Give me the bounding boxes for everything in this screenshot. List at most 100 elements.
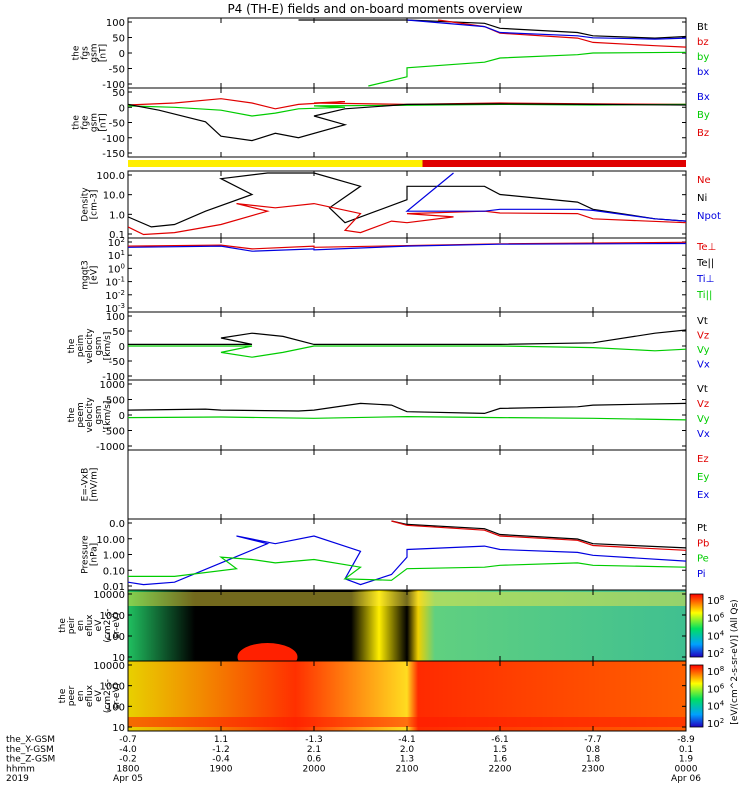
peim_velocity-panel: 100 50 0 -50 -100 the peim velocity gsm [km/s] Vt V… bbox=[67, 311, 710, 383]
y-tick-label: 0.0 bbox=[109, 519, 125, 530]
y-axis-label: (cm2-s- bbox=[103, 608, 113, 642]
y-tick-label: 0.01 bbox=[103, 582, 125, 593]
footer-value: -7.7 bbox=[584, 735, 602, 745]
series-line-pe bbox=[128, 556, 686, 581]
y-axis-label: sr-eV) bbox=[112, 612, 122, 638]
legend-entry: Npot bbox=[697, 211, 721, 222]
y-axis-label: peem bbox=[76, 402, 86, 428]
footer-row-label: the_Y-GSM bbox=[6, 745, 54, 755]
y-axis-label: the bbox=[72, 115, 82, 130]
y-axis-label: eV bbox=[94, 619, 104, 632]
footer-row-label: the_Z-GSM bbox=[6, 755, 55, 765]
y-tick-label: 1000 bbox=[100, 611, 125, 622]
footer-value: 0.8 bbox=[586, 745, 601, 755]
series-line-vt bbox=[128, 402, 686, 415]
y-tick-label: -50 bbox=[109, 65, 125, 76]
y-axis-label: [nT] bbox=[99, 113, 109, 131]
y-axis-label: E=-VxB bbox=[81, 468, 91, 502]
footer-value: 2200 bbox=[489, 764, 512, 774]
footer-value: 1.6 bbox=[493, 755, 508, 765]
y-axis-label: fge bbox=[81, 115, 91, 130]
y-tick-label: 1.00 bbox=[103, 551, 125, 562]
y-axis-label: the bbox=[67, 338, 77, 353]
footer-value: Apr 05 bbox=[113, 774, 143, 784]
efield-panel: E=-VxB [mV/m] Ez Ey Ex bbox=[81, 449, 709, 520]
y-tick-label: 100 bbox=[108, 262, 125, 275]
y-tick-label: 50 bbox=[112, 327, 125, 338]
peir-high-energy-band bbox=[128, 592, 686, 606]
legend-entry: Vy bbox=[697, 414, 710, 425]
legend-entry: Te|| bbox=[696, 258, 714, 269]
series-line-bt bbox=[298, 19, 686, 39]
y-axis-label: the bbox=[67, 407, 77, 422]
footer-value: 2.0 bbox=[400, 745, 415, 755]
peer-low-energy-band bbox=[128, 717, 686, 727]
y-axis-label: velocity bbox=[85, 328, 95, 364]
y-tick-label: 0.10 bbox=[103, 566, 125, 577]
footer-value: 1900 bbox=[210, 764, 233, 774]
footer-value: -0.2 bbox=[119, 755, 137, 765]
series-line-pt bbox=[391, 520, 686, 549]
colorbar-tick-label: 108 bbox=[707, 665, 724, 678]
legend-entry: Ti|| bbox=[696, 290, 712, 301]
legend-entry: Ey bbox=[697, 472, 709, 483]
footer-row-label: hhmm bbox=[6, 764, 35, 774]
footer-row-label: the_X-GSM bbox=[6, 735, 55, 745]
series-line-by bbox=[368, 51, 686, 87]
y-axis-label: en bbox=[76, 690, 86, 701]
y-axis-label: [km/s] bbox=[103, 332, 113, 361]
legend-entry: Vt bbox=[697, 384, 708, 395]
peir_spectrogram-panel: 108 106 104 102 10000 1000 100 10 the peir en eflux… bbox=[58, 589, 725, 671]
series-line-vt bbox=[128, 329, 686, 345]
fge-panel: 50 0 -50 -100 -150 the fge gsm [nT] Bx By Bz bbox=[72, 87, 710, 160]
y-axis-label: peir bbox=[67, 616, 77, 634]
colorbar-tick-label: 104 bbox=[707, 700, 725, 713]
colorbar-tick-label: 102 bbox=[707, 647, 724, 660]
y-axis-label: [nT] bbox=[99, 44, 109, 62]
legend-entry: Vx bbox=[697, 360, 710, 371]
colorbar bbox=[689, 593, 704, 658]
y-tick-label: 1.0 bbox=[109, 210, 125, 221]
footer-value: 0.1 bbox=[679, 745, 693, 755]
y-axis-label: en bbox=[76, 620, 86, 631]
density-frame bbox=[127, 170, 687, 239]
legend-entry: Vx bbox=[697, 429, 710, 440]
peem_velocity-panel: 1000 500 0 -500 -1000 the peem velocity gsm [km/s… bbox=[67, 379, 710, 453]
y-tick-label: 10.0 bbox=[103, 191, 125, 202]
temperature-frame bbox=[127, 237, 687, 313]
colorbar-tick-label: 106 bbox=[707, 612, 725, 625]
legend-entry: Ne bbox=[697, 175, 711, 186]
y-tick-label: -100 bbox=[102, 372, 125, 383]
title: P4 (TH-E) fields and on-board moments ov… bbox=[227, 2, 523, 16]
y-axis-label: peer bbox=[67, 685, 77, 706]
series-line-by bbox=[128, 103, 686, 117]
y-tick-label: 0 bbox=[119, 49, 125, 60]
footer-value: -6.1 bbox=[491, 735, 509, 745]
y-tick-label: 10 bbox=[112, 723, 125, 734]
legend-entry: Pb bbox=[697, 538, 709, 549]
footer-value: 2100 bbox=[396, 764, 419, 774]
legend-entry: Te⊥ bbox=[696, 242, 716, 253]
colorbar-tick-label: 104 bbox=[707, 629, 725, 642]
legend-entry: By bbox=[697, 110, 710, 121]
legend-entry: Bz bbox=[697, 128, 709, 139]
footer-value: 2000 bbox=[303, 764, 326, 774]
y-tick-label: 100 bbox=[106, 702, 125, 713]
fgs-panel: 100 50 0 -50 -100 the fgs gsm [nT] Bt bz by bx bbox=[72, 17, 709, 91]
time-axis-footer: the_X-GSMthe_Y-GSMthe_Z-GSMhhmm2019-0.7-… bbox=[6, 735, 701, 784]
legend-entry: Pi bbox=[697, 569, 706, 580]
colorbar-tick-label: 106 bbox=[707, 682, 725, 695]
y-tick-label: -100 bbox=[102, 80, 125, 91]
y-axis-label: the bbox=[58, 688, 68, 703]
footer-value: -1.3 bbox=[305, 735, 323, 745]
legend-entry: Bt bbox=[697, 22, 708, 33]
footer-value: 1.1 bbox=[214, 735, 228, 745]
y-tick-label: -50 bbox=[109, 119, 125, 130]
peir_spectrogram-heatmap bbox=[128, 590, 686, 661]
series-line-ni bbox=[128, 172, 686, 228]
y-axis-label: the bbox=[58, 618, 68, 633]
legend-entry: Bx bbox=[697, 92, 710, 103]
y-tick-label: 100 bbox=[106, 312, 125, 323]
y-tick-label: 10-2 bbox=[105, 289, 125, 302]
